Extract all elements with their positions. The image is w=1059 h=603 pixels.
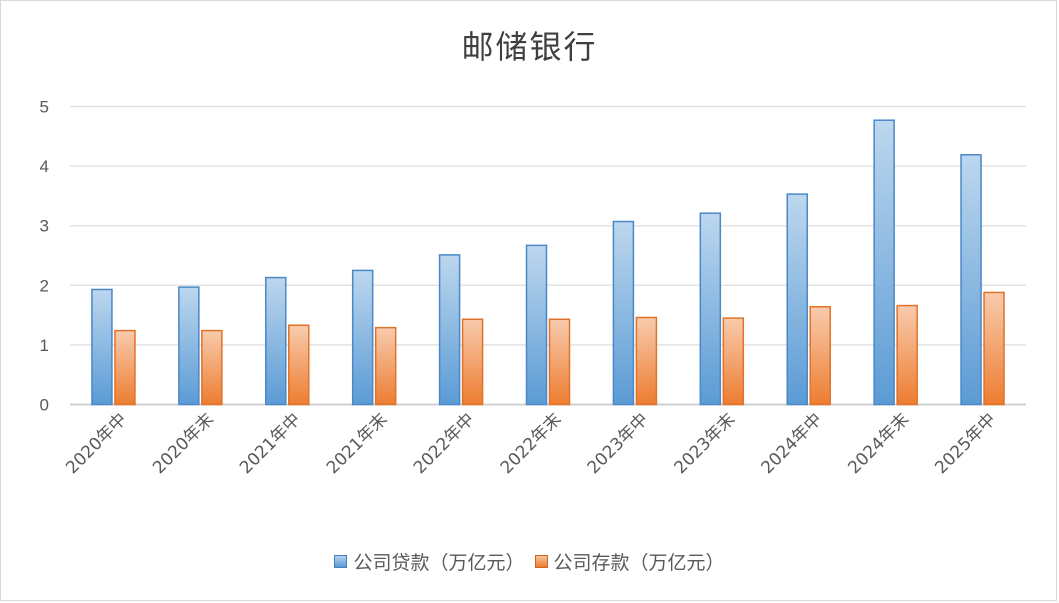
legend-item-deposits[interactable]: 公司存款（万亿元） [534, 548, 725, 575]
x-tick-label: 2022年中 [410, 409, 479, 478]
bar-deposits[interactable] [635, 316, 658, 406]
legend-item-loans[interactable]: 公司贷款（万亿元） [334, 548, 525, 575]
bar-deposits[interactable] [983, 291, 1005, 406]
x-tick-label: 2021年中 [236, 409, 305, 478]
x-tick-label: 2025年中 [931, 409, 1000, 478]
y-tick-label: 1 [40, 336, 49, 355]
x-tick-label: 2020年中 [62, 409, 131, 478]
legend-swatch-orange [534, 555, 548, 568]
y-tick-label: 0 [40, 396, 49, 415]
bar-loans[interactable] [612, 220, 635, 406]
legend-label: 公司存款（万亿元） [553, 552, 725, 574]
legend-label: 公司贷款（万亿元） [353, 552, 525, 574]
x-axis: 2020年中 2020年末 2021年中 2021年末 2022年中 2022年末 2023… [62, 409, 1000, 478]
y-tick-label: 5 [40, 98, 49, 117]
bar-loans[interactable] [525, 244, 548, 406]
bar-loans[interactable] [960, 154, 982, 406]
bars [91, 119, 1005, 406]
bar-deposits[interactable] [201, 329, 223, 406]
bar-deposits[interactable] [896, 304, 918, 406]
x-tick-label: 2020年末 [149, 409, 218, 478]
bar-loans[interactable] [351, 269, 374, 406]
bar-loans[interactable] [265, 276, 287, 406]
x-tick-label: 2022年末 [497, 409, 566, 478]
y-tick-label: 2 [40, 276, 49, 295]
bar-deposits[interactable] [461, 318, 484, 406]
bar-deposits[interactable] [548, 318, 571, 406]
bar-deposits[interactable] [114, 329, 136, 406]
x-tick-label: 2024年末 [844, 409, 913, 478]
bar-loans[interactable] [786, 193, 808, 406]
chart-title: 邮储银行 [461, 28, 598, 66]
bar-loans[interactable] [699, 212, 722, 406]
legend: 公司贷款（万亿元） 公司存款（万亿元） [0, 548, 1059, 575]
y-axis: 0 1 2 3 4 5 [40, 98, 49, 415]
y-tick-label: 3 [40, 217, 49, 236]
bar-loans[interactable] [91, 288, 113, 406]
bar-loans[interactable] [438, 254, 461, 406]
bar-loans[interactable] [178, 286, 200, 406]
bar-loans[interactable] [873, 119, 895, 406]
x-tick-label: 2021年末 [323, 409, 392, 478]
legend-swatch-blue [334, 555, 348, 568]
gridlines [70, 105, 1026, 406]
x-tick-label: 2023年末 [671, 409, 740, 478]
bar-deposits[interactable] [809, 306, 831, 406]
x-tick-label: 2024年中 [757, 409, 826, 478]
bar-deposits[interactable] [374, 326, 397, 406]
x-tick-label: 2023年中 [584, 409, 653, 478]
bar-deposits[interactable] [722, 317, 745, 406]
bar-deposits[interactable] [288, 324, 310, 406]
y-tick-label: 4 [40, 157, 49, 176]
